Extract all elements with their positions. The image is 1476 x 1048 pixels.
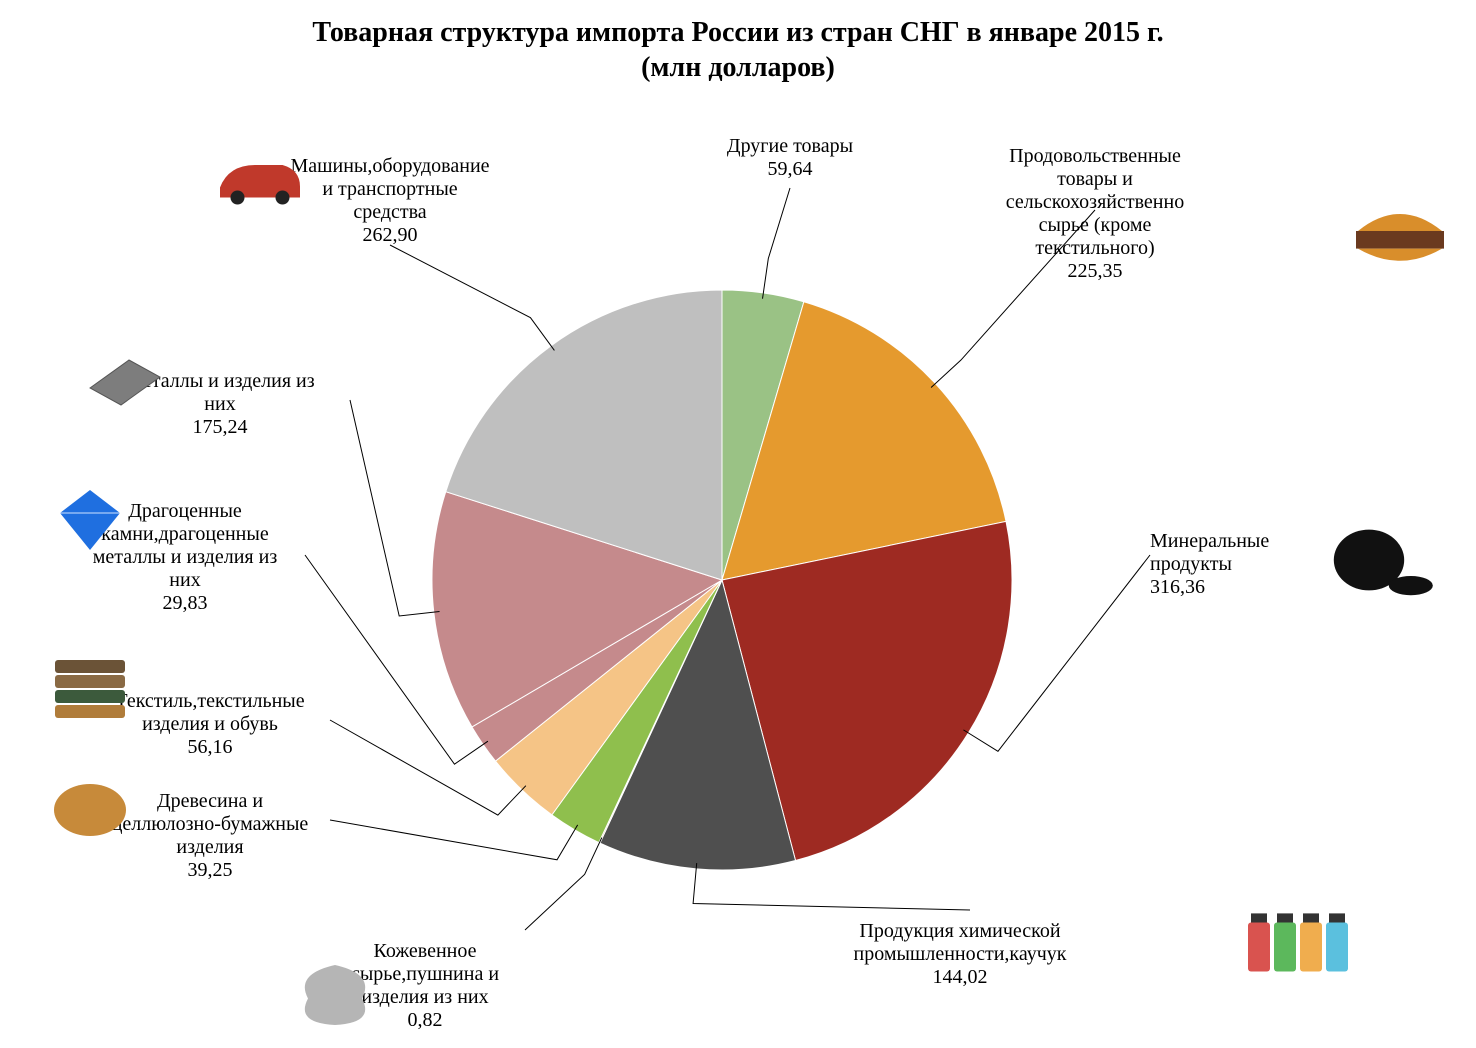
oil-icon [1325, 520, 1435, 600]
chart-container: Товарная структура импорта России из стр… [0, 0, 1476, 1048]
gem-icon [55, 485, 125, 555]
leather-icon [290, 960, 380, 1030]
slice-label: Продовольственные товары и сельскохозяйс… [970, 145, 1220, 283]
slice-label: Продукция химической промышленности,кауч… [830, 920, 1090, 989]
leader-line [350, 400, 440, 616]
wood-icon [50, 780, 130, 840]
burger-icon [1350, 195, 1450, 275]
car-icon [215, 155, 305, 205]
leader-line [390, 245, 554, 350]
metal-icon [85, 355, 165, 410]
leader-line [763, 188, 790, 299]
textile-icon [50, 655, 130, 725]
slice-label: Другие товары 59,64 [700, 135, 880, 181]
chemicals-icon [1240, 905, 1360, 975]
leader-line [525, 838, 602, 930]
slice-label: Минеральные продукты 316,36 [1150, 530, 1310, 599]
leader-line [330, 820, 578, 860]
